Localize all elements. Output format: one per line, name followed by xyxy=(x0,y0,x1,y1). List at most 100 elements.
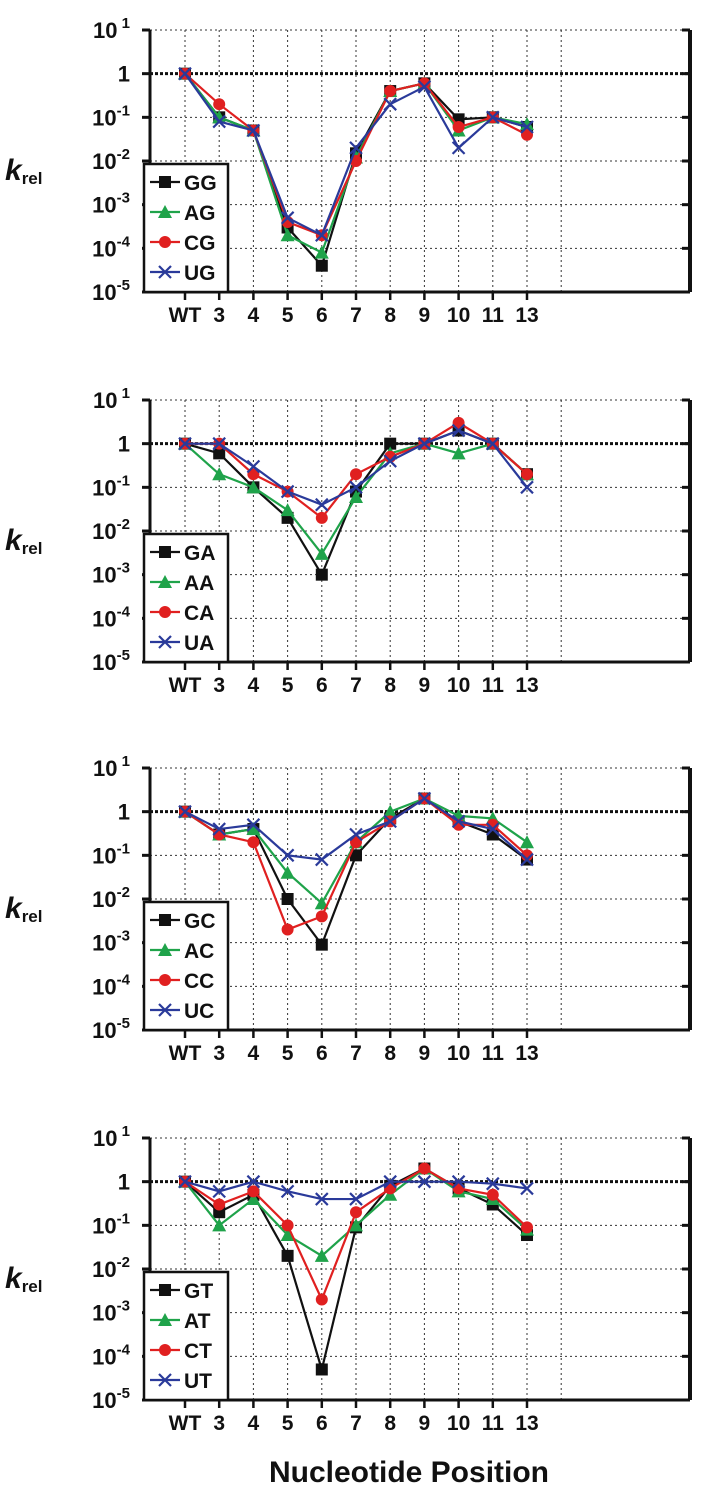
y-tick-exponent: 1 xyxy=(117,1123,130,1140)
data-point xyxy=(520,835,534,849)
x-tick-label: 13 xyxy=(515,304,538,327)
y-tick-base: 10 xyxy=(92,475,116,500)
x-tick-label: WT xyxy=(169,1042,202,1065)
x-tick-label: 13 xyxy=(515,1412,538,1435)
data-point-stroke-b xyxy=(417,80,432,94)
x-tick-label: WT xyxy=(169,1412,202,1435)
data-point-stroke-b xyxy=(486,822,500,836)
legend-label: CG xyxy=(184,232,216,255)
data-point xyxy=(246,480,261,494)
data-point-stroke-b xyxy=(349,1192,363,1206)
data-point xyxy=(212,110,227,124)
x-tick-label: 7 xyxy=(350,304,362,327)
data-point xyxy=(280,1228,295,1242)
y-tick-base: 10 xyxy=(93,756,117,781)
legend-label: AA xyxy=(184,572,214,595)
data-point xyxy=(315,568,328,581)
data-point xyxy=(246,822,261,836)
series-UA xyxy=(178,423,534,512)
y-tick-label: 1 xyxy=(118,1170,130,1195)
y-axis-title: krel xyxy=(5,892,42,926)
y-tick-base: 10 xyxy=(93,388,117,413)
x-tick-label: WT xyxy=(169,674,202,697)
data-point xyxy=(486,822,500,836)
data-point xyxy=(315,910,328,923)
data-point xyxy=(314,546,329,560)
data-point xyxy=(281,923,294,936)
data-point xyxy=(212,822,226,836)
data-point xyxy=(451,1174,466,1189)
x-tick-label: 4 xyxy=(248,1042,260,1065)
data-point-stroke-b xyxy=(178,1174,192,1189)
data-point xyxy=(349,1218,363,1232)
data-point xyxy=(417,436,432,451)
data-point xyxy=(212,1218,227,1232)
data-point xyxy=(281,893,294,905)
data-point-stroke-b xyxy=(349,141,363,155)
y-tick-base: 10 xyxy=(92,280,116,305)
series-UT xyxy=(178,1174,534,1206)
y-tick-label: 10-5 xyxy=(92,1385,130,1413)
data-point xyxy=(246,818,261,832)
data-point xyxy=(383,454,397,468)
x-tick-label: 13 xyxy=(515,1042,538,1065)
data-point xyxy=(315,259,328,272)
data-point xyxy=(246,459,261,474)
legend-marker xyxy=(159,974,171,986)
y-tick-exponent: -5 xyxy=(117,277,130,294)
series-UC xyxy=(178,791,534,867)
y-tick-base: 10 xyxy=(92,606,116,631)
legend-label: GA xyxy=(184,542,216,565)
y-axis-title-main: k xyxy=(5,524,23,557)
y-tick-base: 10 xyxy=(92,887,116,912)
y-tick-exponent: -3 xyxy=(117,560,130,577)
series-GC xyxy=(179,792,533,951)
data-point xyxy=(349,141,363,155)
legend-label: AC xyxy=(184,940,214,963)
x-tick-label: 6 xyxy=(316,1042,328,1065)
x-tick-label: 9 xyxy=(419,304,431,327)
y-tick-label: 10-1 xyxy=(92,1210,130,1238)
legend-label: CT xyxy=(184,1340,212,1363)
legend-marker xyxy=(158,1313,172,1326)
x-tick-label: 9 xyxy=(419,1042,431,1065)
data-point xyxy=(212,114,226,129)
legend-marker xyxy=(158,265,172,279)
x-tick-label: 9 xyxy=(419,674,431,697)
data-point xyxy=(178,66,192,81)
x-tick-label: 8 xyxy=(384,1042,396,1065)
data-point-stroke-b xyxy=(520,852,534,867)
data-point xyxy=(520,480,534,495)
data-point xyxy=(349,480,363,495)
data-point xyxy=(247,836,260,849)
y-tick-exponent: -5 xyxy=(117,1385,130,1402)
y-tick-base: 10 xyxy=(92,519,116,544)
data-point xyxy=(315,511,328,524)
y-tick-base: 10 xyxy=(92,1301,116,1326)
y-tick-label: 10-3 xyxy=(92,928,130,956)
y-tick-label: 10-2 xyxy=(92,884,130,912)
y-tick-exponent: -1 xyxy=(117,1210,130,1227)
y-tick-base: 10 xyxy=(92,650,116,675)
data-point xyxy=(486,1176,500,1191)
y-tick-exponent: -4 xyxy=(117,1341,131,1358)
data-point-stroke-b xyxy=(451,423,466,438)
data-point-stroke-b xyxy=(280,484,295,499)
data-point xyxy=(280,211,295,225)
y-tick-exponent: -1 xyxy=(117,840,130,857)
data-point-stroke-b xyxy=(383,97,397,111)
y-tick-exponent: -2 xyxy=(117,146,130,163)
series-line xyxy=(184,797,528,947)
data-point xyxy=(521,128,533,141)
y-tick-base: 1 xyxy=(118,62,130,87)
y-axis-title: krel xyxy=(5,1262,42,1296)
y-tick-label: 10-4 xyxy=(92,971,130,999)
y-tick-label: 10-2 xyxy=(92,146,130,174)
x-tick-label: 3 xyxy=(213,304,225,327)
legend-marker xyxy=(158,943,172,956)
legend-label: UT xyxy=(184,1370,212,1393)
